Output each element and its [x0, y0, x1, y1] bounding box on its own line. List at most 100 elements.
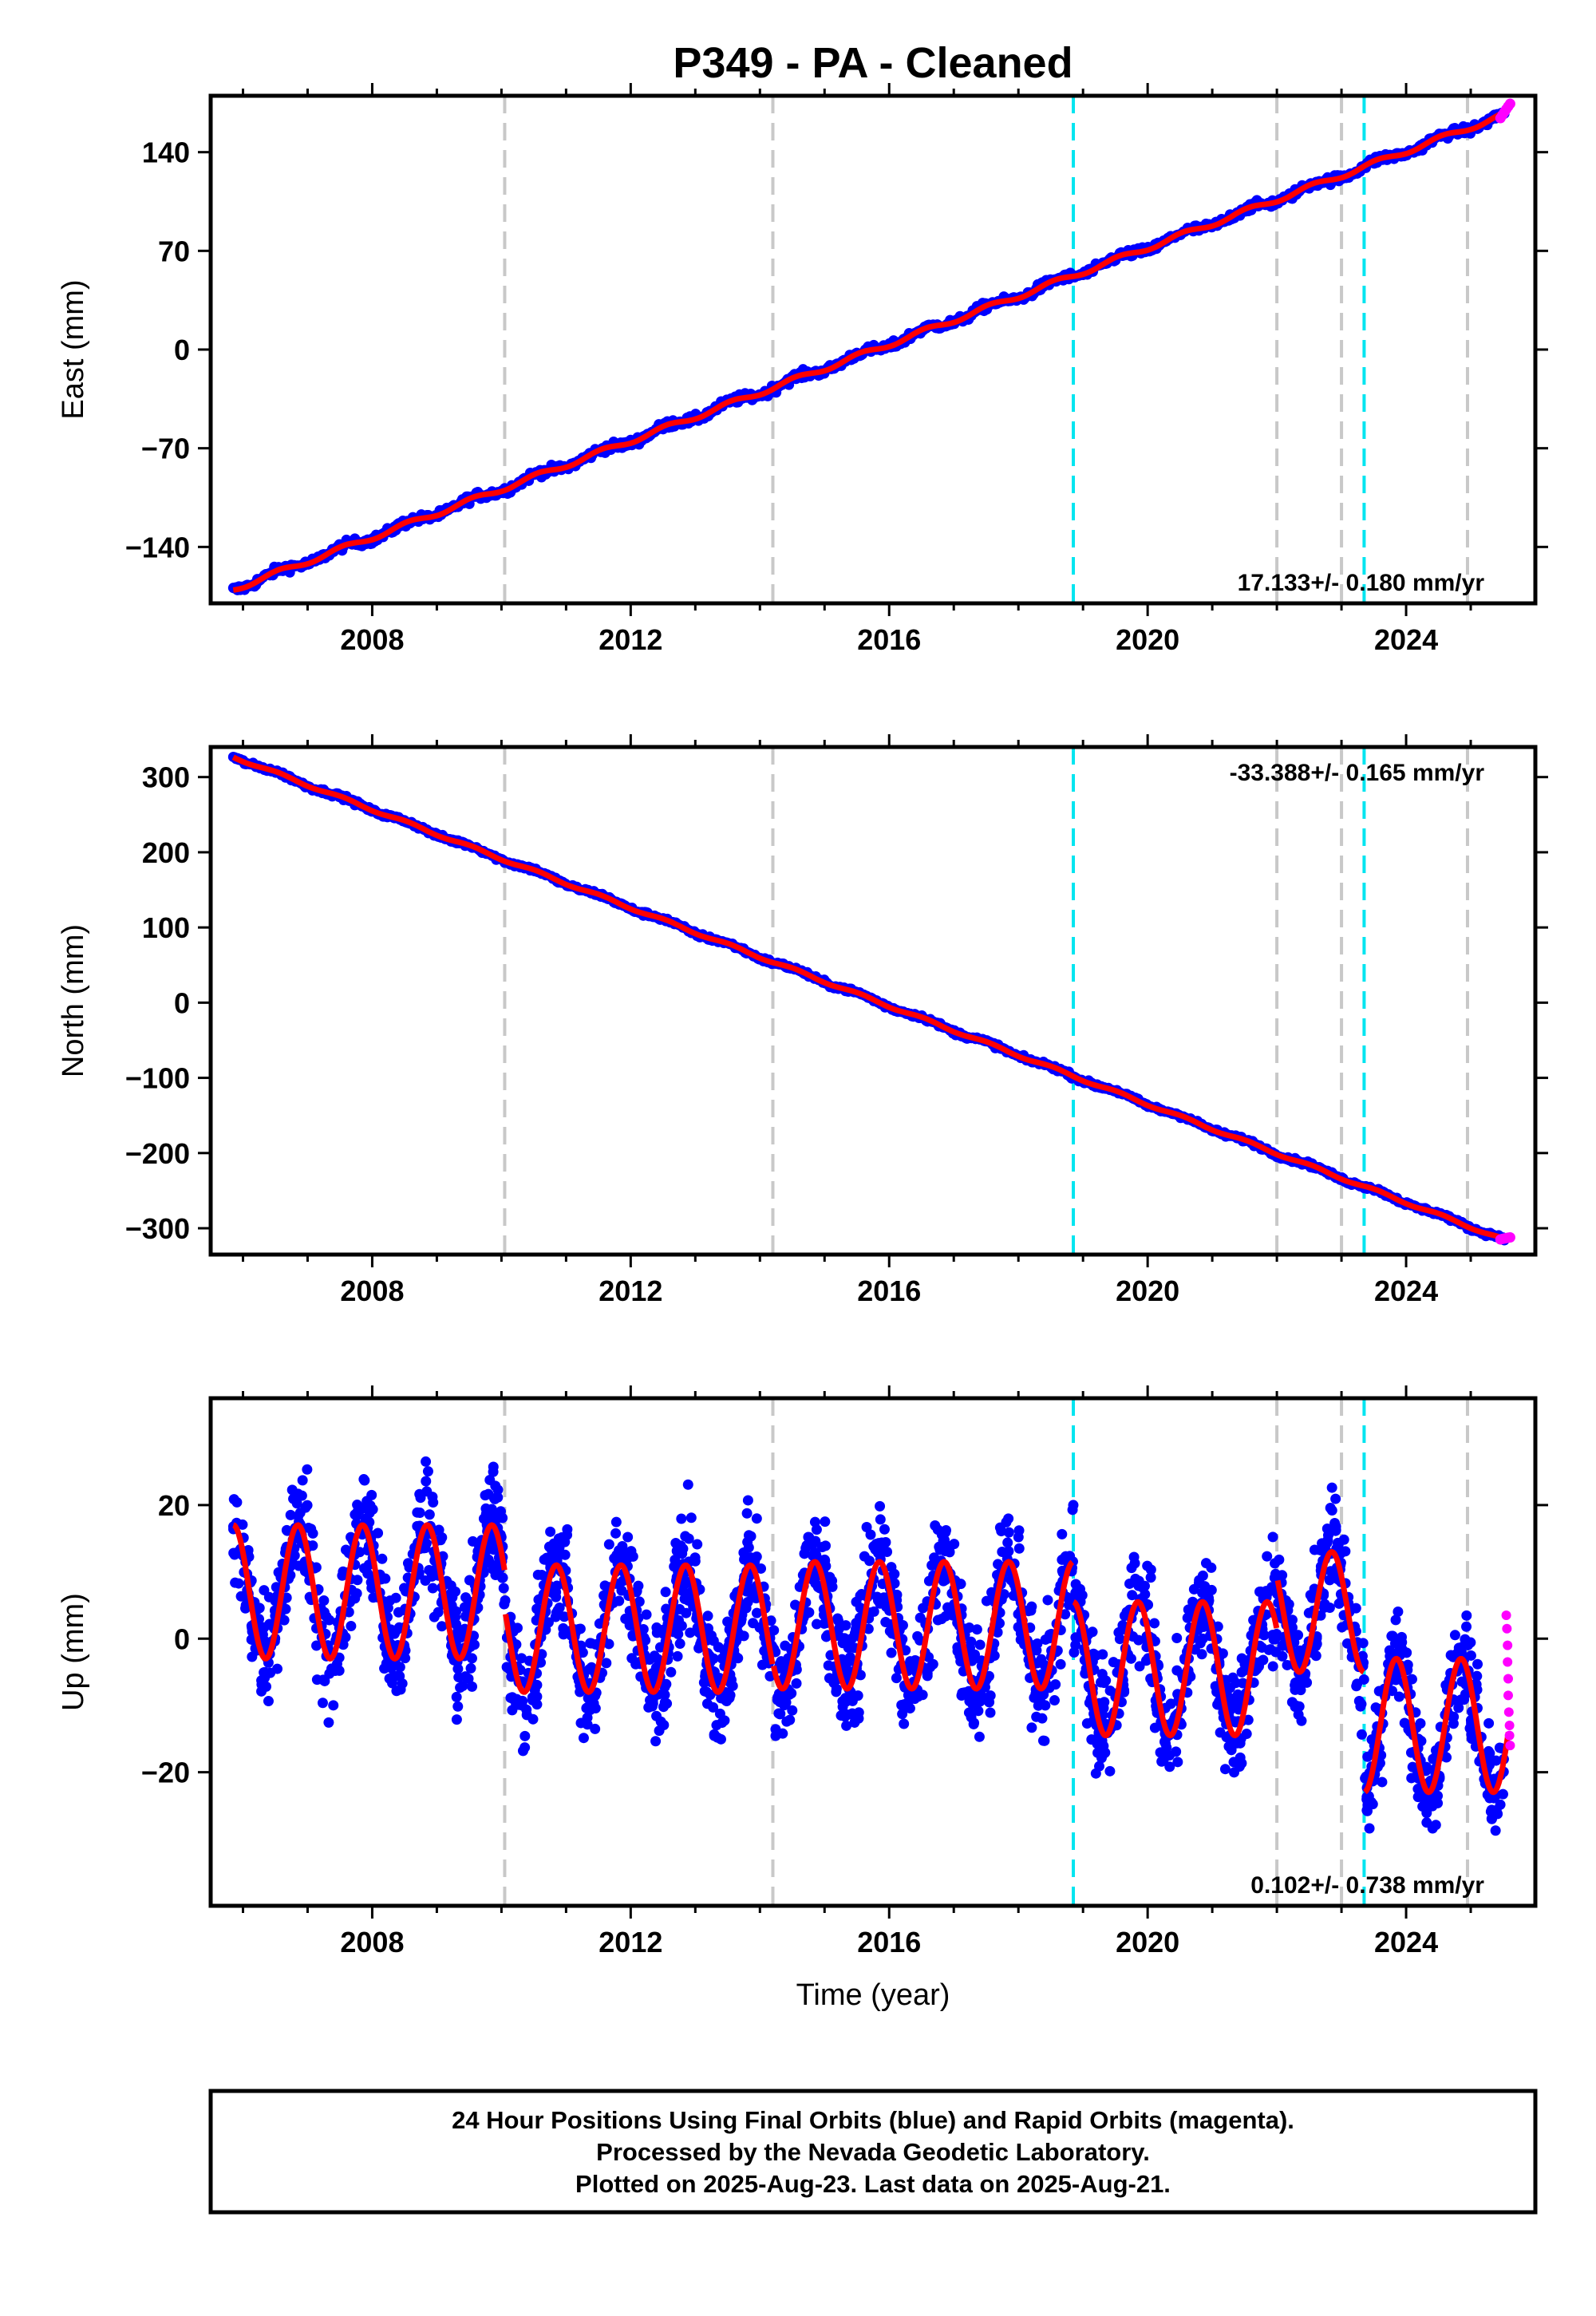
data-point — [1236, 1666, 1247, 1678]
data-point — [705, 1690, 716, 1701]
data-point — [307, 1528, 318, 1539]
data-point — [775, 1708, 786, 1719]
data-point — [659, 1682, 670, 1693]
data-point — [231, 1517, 242, 1528]
data-point — [1026, 1601, 1037, 1612]
data-point — [1149, 1722, 1160, 1733]
data-point — [595, 1672, 606, 1683]
data-point — [328, 1700, 339, 1711]
data-point — [1293, 1630, 1304, 1641]
data-point — [670, 1537, 681, 1548]
data-point — [779, 1697, 790, 1708]
data-point — [1373, 1705, 1385, 1717]
data-point — [974, 1694, 985, 1705]
data-point — [1296, 1715, 1307, 1726]
data-point — [1002, 1537, 1013, 1548]
x-tick-label: 2012 — [598, 623, 662, 656]
x-tick-label: 2008 — [340, 623, 404, 656]
data-point — [449, 1617, 460, 1628]
up-panel: 2008 2012 2016 2020 2024 −20 0 20 Up (mm) Time (y… — [57, 1385, 1548, 2012]
x-tick-label: 2024 — [1374, 623, 1438, 656]
data-point — [1083, 1681, 1094, 1692]
data-point — [692, 1539, 703, 1550]
data-point — [951, 1578, 962, 1589]
data-point — [864, 1555, 875, 1567]
north-panel: 2008 2012 2016 2020 2024 −300 −200 −100 0 100 200 3… — [57, 734, 1548, 1307]
final-orbit-points — [227, 1456, 1509, 1836]
data-point — [942, 1602, 954, 1613]
data-point — [391, 1625, 402, 1636]
data-point — [368, 1581, 379, 1592]
data-point — [437, 1621, 448, 1632]
footer-line-2: Processed by the Nevada Geodetic Laborat… — [596, 2138, 1150, 2166]
data-point — [457, 1681, 468, 1692]
data-point — [1393, 1691, 1404, 1702]
data-point — [228, 1547, 239, 1559]
data-point — [1490, 1825, 1501, 1836]
data-point — [505, 1692, 516, 1703]
x-axis-label: Time (year) — [796, 1978, 950, 2012]
data-point — [682, 1479, 693, 1490]
data-point — [360, 1513, 371, 1524]
data-point — [660, 1587, 671, 1598]
data-point — [1383, 1658, 1394, 1670]
data-point — [820, 1516, 831, 1528]
data-point — [875, 1514, 886, 1525]
data-point — [575, 1686, 586, 1697]
data-point — [531, 1603, 543, 1614]
data-point — [459, 1602, 470, 1613]
data-point — [887, 1628, 898, 1639]
data-point — [365, 1500, 376, 1511]
data-point — [1212, 1699, 1223, 1710]
data-point — [351, 1518, 362, 1529]
data-point — [1113, 1708, 1124, 1719]
data-point — [647, 1667, 658, 1678]
data-point — [346, 1621, 357, 1632]
data-point — [1172, 1757, 1183, 1768]
y-tick-label: −100 — [125, 1062, 190, 1095]
data-point — [1095, 1747, 1106, 1758]
data-point — [781, 1716, 792, 1727]
data-point — [340, 1544, 351, 1555]
data-point — [610, 1516, 622, 1528]
footer-box: 24 Hour Positions Using Final Orbits (bl… — [208, 2089, 1538, 2215]
y-tick-label: 70 — [158, 235, 190, 267]
data-point — [955, 1656, 966, 1667]
data-point — [626, 1546, 637, 1557]
y-tick-label: 0 — [174, 986, 190, 1019]
data-point — [460, 1611, 471, 1622]
rapid-orbit-point — [1504, 1721, 1515, 1731]
data-point — [1486, 1813, 1497, 1824]
data-point — [281, 1592, 292, 1603]
data-point — [1472, 1670, 1483, 1682]
data-point — [770, 1724, 781, 1735]
data-point — [492, 1484, 504, 1496]
x-tick-label: 2012 — [598, 1275, 662, 1307]
data-point — [1428, 1795, 1439, 1806]
data-point — [831, 1630, 842, 1642]
data-point — [548, 1538, 559, 1549]
data-point — [891, 1673, 902, 1684]
data-point — [1149, 1618, 1160, 1629]
y-axis-label: Up (mm) — [57, 1593, 90, 1711]
data-point — [879, 1524, 890, 1535]
data-point — [1274, 1575, 1285, 1587]
data-point — [1080, 1668, 1091, 1679]
data-point — [886, 1647, 897, 1658]
data-point — [1356, 1729, 1367, 1740]
data-point — [651, 1710, 662, 1721]
data-point — [1294, 1678, 1306, 1689]
data-point — [460, 1592, 472, 1603]
data-point — [1413, 1773, 1424, 1784]
data-point — [819, 1562, 830, 1573]
data-point — [601, 1658, 612, 1669]
data-point — [263, 1696, 274, 1707]
rapid-orbit-point — [1504, 1231, 1515, 1243]
data-point — [451, 1606, 462, 1617]
data-point — [473, 1540, 484, 1551]
data-point — [676, 1620, 687, 1631]
data-point — [1060, 1609, 1071, 1620]
data-point — [738, 1547, 749, 1558]
rapid-orbit-point — [1505, 1741, 1515, 1751]
data-point — [731, 1652, 742, 1663]
